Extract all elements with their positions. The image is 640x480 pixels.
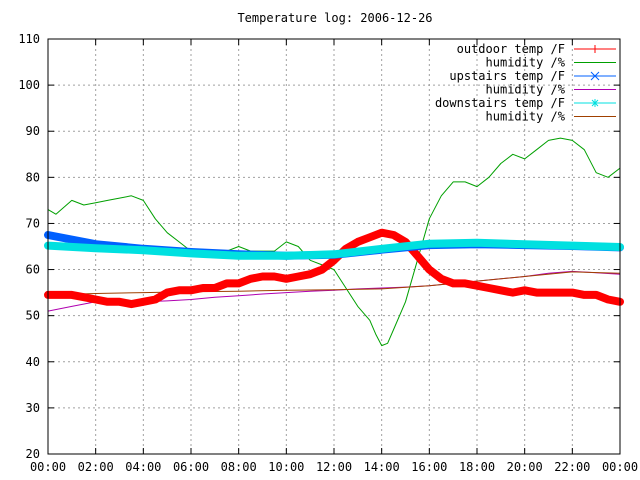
y-tick-label: 100 xyxy=(18,78,40,92)
x-tick-label: 02:00 xyxy=(78,460,114,474)
axes: 20 30 40 50 60 70 80 90 100 110 00:00 02:00 04:00 06:… xyxy=(18,32,638,474)
y-tick-label: 90 xyxy=(26,124,40,138)
x-tick-label: 10:00 xyxy=(268,460,304,474)
y-tick-label: 20 xyxy=(26,447,40,461)
y-tick-label: 30 xyxy=(26,401,40,415)
y-tick-label: 50 xyxy=(26,309,40,323)
x-tick-label: 00:00 xyxy=(602,460,638,474)
legend-label: downstairs temp /F xyxy=(435,96,565,110)
series-line-humidity-1 xyxy=(47,137,621,347)
chart-title: Temperature log: 2006-12-26 xyxy=(237,11,432,25)
series-line-humidity-5 xyxy=(47,271,621,296)
x-tick-label: 22:00 xyxy=(554,460,590,474)
grid xyxy=(48,39,620,454)
legend-label: humidity /% xyxy=(486,83,566,97)
y-tick-label: 40 xyxy=(26,355,40,369)
x-tick-label: 16:00 xyxy=(411,460,447,474)
legend-marker-plus-icon xyxy=(591,45,599,53)
y-tick-label: 70 xyxy=(26,216,40,230)
x-tick-label: 08:00 xyxy=(221,460,257,474)
series-line-downstairs-temp-f-4 xyxy=(44,238,624,260)
legend-label: outdoor temp /F xyxy=(457,42,565,56)
y-tick-label: 60 xyxy=(26,263,40,277)
series-layer xyxy=(44,137,624,347)
legend-label: humidity /% xyxy=(486,110,566,124)
x-tick-label: 20:00 xyxy=(507,460,543,474)
y-tick-label: 110 xyxy=(18,32,40,46)
legend-marker-cross-icon xyxy=(590,71,600,81)
x-tick-label: 14:00 xyxy=(364,460,400,474)
x-tick-label: 12:00 xyxy=(316,460,352,474)
x-tick-label: 06:00 xyxy=(173,460,209,474)
legend-label: upstairs temp /F xyxy=(449,69,565,83)
x-tick-label: 18:00 xyxy=(459,460,495,474)
x-tick-label: 04:00 xyxy=(125,460,161,474)
y-tick-label: 80 xyxy=(26,170,40,184)
x-tick-label: 00:00 xyxy=(30,460,66,474)
legend-label: humidity /% xyxy=(486,56,566,70)
legend-marker-star-icon xyxy=(591,99,599,107)
